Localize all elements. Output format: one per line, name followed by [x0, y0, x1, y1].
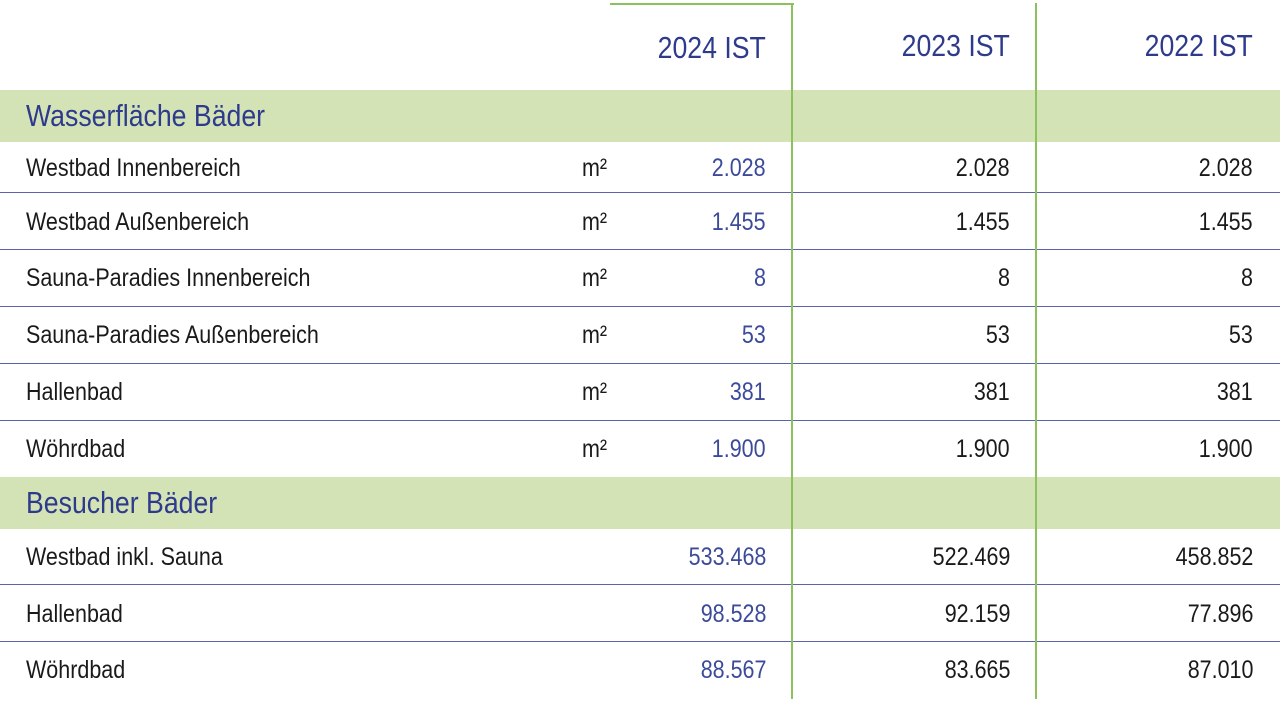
row-divider	[0, 192, 1280, 193]
value-2022: 381	[1217, 378, 1253, 406]
value-2022: 77.896	[1187, 600, 1253, 628]
unit-label: m²	[582, 264, 608, 292]
value-2024: 88.567	[700, 656, 766, 684]
section-title-besucher: Besucher Bäder	[26, 485, 218, 520]
value-2024: 2.028	[712, 154, 766, 182]
row-label: Hallenbad	[26, 378, 123, 406]
value-2022: 1.900	[1199, 435, 1253, 463]
value-2022: 458.852	[1175, 543, 1253, 571]
value-2022: 2.028	[1199, 154, 1253, 182]
column-header-2022: 2022 IST	[1144, 28, 1253, 63]
value-2024: 1.900	[712, 435, 766, 463]
unit-label: m²	[582, 321, 608, 349]
value-2024: 53	[742, 321, 766, 349]
value-2023: 381	[974, 378, 1010, 406]
row-divider	[0, 641, 1280, 642]
value-2024: 533.468	[688, 543, 766, 571]
value-2022: 53	[1229, 321, 1253, 349]
unit-label: m²	[582, 208, 608, 236]
section-title-wasserflaeche: Wasserfläche Bäder	[26, 98, 266, 133]
row-divider	[0, 420, 1280, 421]
row-divider	[0, 249, 1280, 250]
value-2024: 381	[730, 378, 766, 406]
unit-label: m²	[582, 435, 608, 463]
value-2024: 8	[754, 264, 766, 292]
value-2022: 1.455	[1199, 208, 1253, 236]
value-2023: 522.469	[932, 543, 1010, 571]
row-divider	[0, 584, 1280, 585]
row-label: Wöhrdbad	[26, 656, 126, 684]
column-divider	[791, 3, 793, 699]
column-header-2024: 2024 IST	[657, 30, 766, 65]
value-2023: 8	[998, 264, 1010, 292]
column-top-rule	[610, 3, 794, 5]
row-label: Wöhrdbad	[26, 435, 126, 463]
row-label: Westbad Innenbereich	[26, 154, 241, 182]
unit-label: m²	[582, 378, 608, 406]
unit-label: m²	[582, 154, 608, 182]
value-2023: 2.028	[956, 154, 1010, 182]
row-label: Westbad inkl. Sauna	[26, 543, 223, 571]
row-label: Hallenbad	[26, 600, 123, 628]
row-divider	[0, 363, 1280, 364]
value-2023: 53	[986, 321, 1010, 349]
value-2023: 92.159	[944, 600, 1010, 628]
row-label: Sauna-Paradies Außenbereich	[26, 321, 319, 349]
value-2022: 87.010	[1187, 656, 1253, 684]
row-label: Sauna-Paradies Innenbereich	[26, 264, 311, 292]
value-2024: 98.528	[700, 600, 766, 628]
value-2024: 1.455	[712, 208, 766, 236]
section-header-besucher	[0, 477, 1280, 529]
column-divider	[1035, 3, 1037, 699]
row-divider	[0, 306, 1280, 307]
value-2023: 1.455	[956, 208, 1010, 236]
value-2023: 83.665	[944, 656, 1010, 684]
column-header-2023: 2023 IST	[901, 28, 1010, 63]
value-2022: 8	[1241, 264, 1253, 292]
row-label: Westbad Außenbereich	[26, 208, 250, 236]
value-2023: 1.900	[956, 435, 1010, 463]
section-header-wasserflaeche	[0, 90, 1280, 142]
